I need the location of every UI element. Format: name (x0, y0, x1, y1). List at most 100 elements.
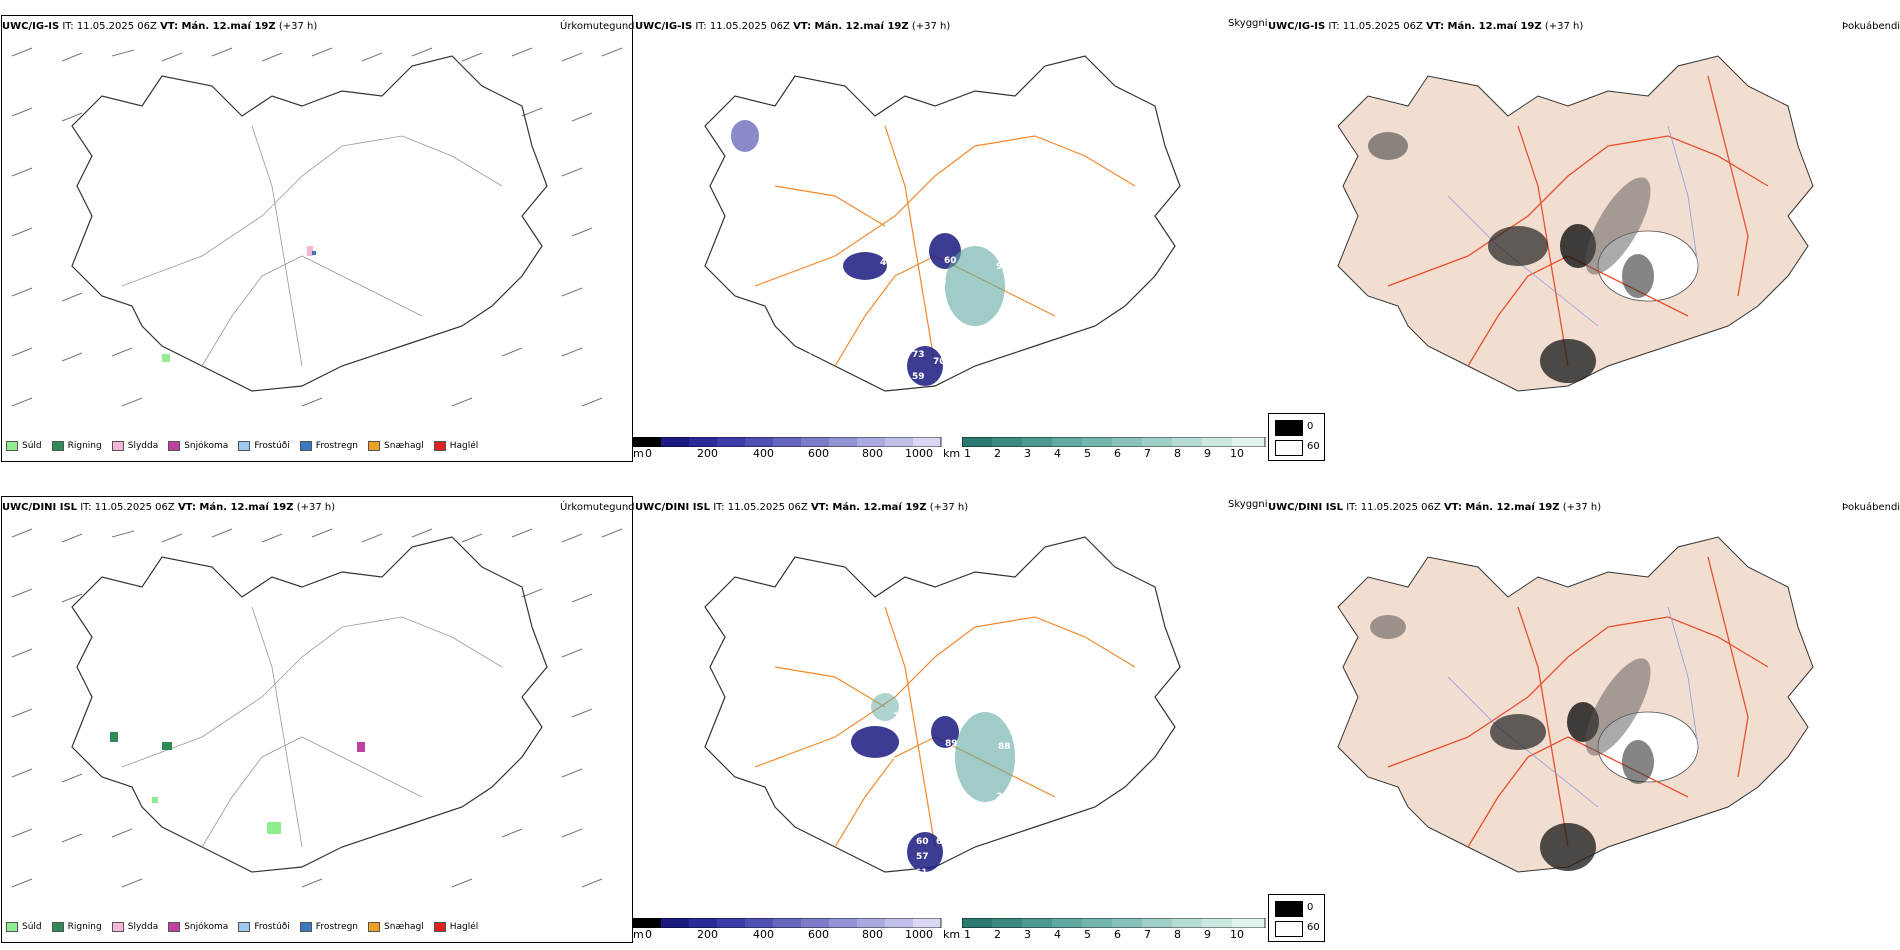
rivers (1447, 125, 1699, 327)
swatch (6, 441, 18, 451)
legend-item-haglel: Haglél (433, 441, 479, 451)
legend-label: Haglél (449, 922, 479, 932)
legend-item-snaehagl: Snæhagl (368, 441, 424, 451)
fog-swatch-0 (1275, 901, 1303, 917)
valid-time: VT: Mán. 12.maí 19Z (1426, 21, 1542, 32)
vis-tick: 8 (1174, 928, 1181, 941)
swatch (51, 922, 64, 932)
ceiling-value-label: 79 (893, 712, 906, 722)
vis-tick: 4 (1054, 928, 1061, 941)
precip-patch (162, 354, 170, 362)
ceiling-value-label: 60 (944, 256, 957, 266)
ceiling-value-label: 12 (925, 756, 938, 766)
row-2: UWC/DINI ISL IT: 11.05.2025 06Z VT: Mán.… (0, 480, 1900, 950)
precip-map (11, 528, 623, 888)
vis-tick: 10 (1230, 447, 1244, 460)
legend-label: Haglél (449, 441, 479, 451)
height-tick: 0 (645, 447, 652, 460)
valid-time: VT: Mán. 12.maí 19Z (160, 21, 276, 32)
height-tick: 400 (753, 447, 774, 460)
ceiling-map (704, 55, 1181, 392)
ceiling-value-label: 250 (1003, 302, 1022, 312)
legend-label: Súld (22, 922, 42, 932)
init-time: IT: 11.05.2025 06Z (695, 21, 790, 32)
precip-type-title: Úrkomutegund (560, 502, 635, 513)
visibility-colorbar (962, 918, 1266, 928)
precip-patch (110, 732, 118, 742)
fog-title-line: UWC/DINI ISL IT: 11.05.2025 06Z VT: Mán.… (1268, 502, 1601, 513)
fog-areas (1370, 615, 1654, 871)
low-ceiling-areas (851, 693, 1015, 872)
ceiling-title-line: UWC/DINI ISL IT: 11.05.2025 06Z VT: Mán.… (635, 502, 968, 513)
height-tick: 600 (808, 447, 829, 460)
lead-time: (+37 h) (296, 502, 336, 513)
legend-item-frostudi: Frostúði (238, 922, 290, 932)
height-tick: 400 (753, 928, 774, 941)
swatch (238, 922, 251, 932)
low-ceiling-areas (731, 120, 1005, 386)
iceland-outline (71, 536, 548, 873)
vis-tick: 1 (964, 928, 971, 941)
ceiling-value-label: 88 (998, 742, 1011, 752)
swatch (238, 441, 251, 451)
legend-label: Snjókoma (184, 441, 229, 451)
vis-tick: 1 (964, 447, 971, 460)
swatch (6, 922, 18, 932)
height-tick: 800 (862, 447, 883, 460)
ceiling-value-label: 83 (755, 618, 768, 628)
roads (1387, 556, 1769, 848)
precip-patch (162, 742, 172, 750)
ceiling-value-label: 65 (936, 837, 949, 847)
visibility-title: Skyggni (1228, 499, 1268, 510)
precip-patch (357, 742, 365, 752)
swatch (51, 441, 64, 451)
model-name: UWC/DINI ISL (1268, 502, 1344, 513)
ceiling-value-label: 59 (912, 372, 925, 382)
precip-patch (307, 246, 313, 256)
fog-swatch-60 (1275, 440, 1303, 456)
ceiling-value-label: 57 (916, 852, 929, 862)
vis-tick: 5 (1084, 447, 1091, 460)
fog-map (1337, 536, 1814, 873)
legend-label: Frostúði (254, 922, 290, 932)
model-name: UWC/DINI ISL (635, 502, 711, 513)
lead-time: (+37 h) (278, 21, 318, 32)
precip-patch (152, 797, 158, 803)
fog-label-0: 0 (1307, 421, 1314, 432)
vis-tick: 4 (1054, 447, 1061, 460)
height-colorbar (633, 437, 942, 447)
model-name: UWC/DINI ISL (2, 502, 78, 513)
legend-item-snjokoma: Snjókoma (168, 441, 228, 451)
fog-label-60: 60 (1307, 922, 1320, 933)
fog-index-title: Þokuábendi (1842, 21, 1900, 32)
vis-tick: 6 (1114, 447, 1121, 460)
precip-panel-frame (1, 496, 633, 943)
legend-item-sudd: Súld (6, 441, 42, 451)
legend-item-snjokoma: Snjókoma (168, 922, 228, 932)
legend-label: Frostúði (254, 441, 290, 451)
ceiling-value-label: 89 (945, 739, 958, 749)
ceiling-value-label: 61 (915, 868, 928, 878)
fog-map (1337, 55, 1814, 392)
swatch (433, 922, 446, 932)
height-unit: m (633, 928, 644, 941)
legend-item-sudd: Súld (6, 922, 42, 932)
swatch (168, 922, 181, 932)
model-name: UWC/IG-IS (1268, 21, 1326, 32)
iceland-outline (704, 55, 1181, 392)
ceiling-map (704, 536, 1181, 873)
valid-time: VT: Mán. 12.maí 19Z (793, 21, 909, 32)
swatch (368, 441, 381, 451)
precip-map (11, 47, 623, 407)
vis-tick: 9 (1204, 447, 1211, 460)
init-time: IT: 11.05.2025 06Z (62, 21, 157, 32)
fog-swatch-0 (1275, 420, 1303, 436)
ceiling-value-label: 70 (933, 357, 946, 367)
vis-unit: km (943, 447, 961, 460)
vis-tick: 9 (1204, 928, 1211, 941)
init-time: IT: 11.05.2025 06Z (80, 502, 175, 513)
height-unit: m (633, 447, 644, 460)
roads (121, 125, 503, 367)
legend-label: Snæhagl (384, 441, 424, 451)
ceiling-value-label: 56 (860, 767, 873, 777)
